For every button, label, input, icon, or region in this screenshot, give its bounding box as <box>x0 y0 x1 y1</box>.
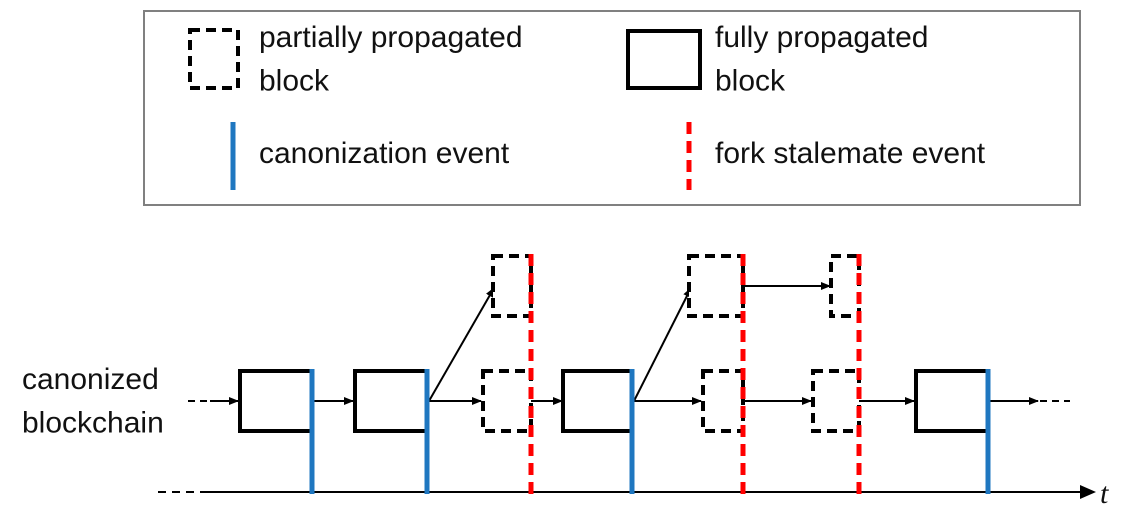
chain-label: canonized blockchain <box>22 363 164 440</box>
legend-box <box>143 10 1081 206</box>
fork-stalemate-events <box>528 254 862 494</box>
legend-partial-block-icon <box>188 28 240 90</box>
partial-blocks <box>481 254 861 433</box>
full-block <box>353 369 429 433</box>
legend: partially propagated block fully propagat… <box>143 10 1081 206</box>
fork-edge <box>428 287 495 402</box>
legend-canonization-label: canonization event <box>259 137 510 170</box>
legend-fork-stalemate-label: fork stalemate event <box>715 137 986 170</box>
full-block <box>238 369 314 433</box>
fork-edge <box>633 287 692 402</box>
time-axis: t <box>158 477 1109 510</box>
partial-block <box>811 369 861 433</box>
partial-block <box>829 254 861 318</box>
legend-full-block-label: fully propagated block <box>715 21 929 98</box>
legend-partial-block-label: partially propagated block <box>259 21 523 98</box>
partial-block <box>481 369 533 433</box>
partial-block <box>687 254 745 318</box>
time-axis-label: t <box>1100 477 1109 510</box>
time-axis-arrowhead <box>1080 485 1096 499</box>
partial-block <box>491 254 533 318</box>
full-blocks <box>238 369 990 433</box>
fork-connectors <box>428 282 831 402</box>
partial-block <box>701 369 745 433</box>
full-block <box>914 369 990 433</box>
legend-full-block-icon <box>626 29 702 90</box>
canonization-events <box>309 369 991 494</box>
full-block <box>561 369 634 433</box>
